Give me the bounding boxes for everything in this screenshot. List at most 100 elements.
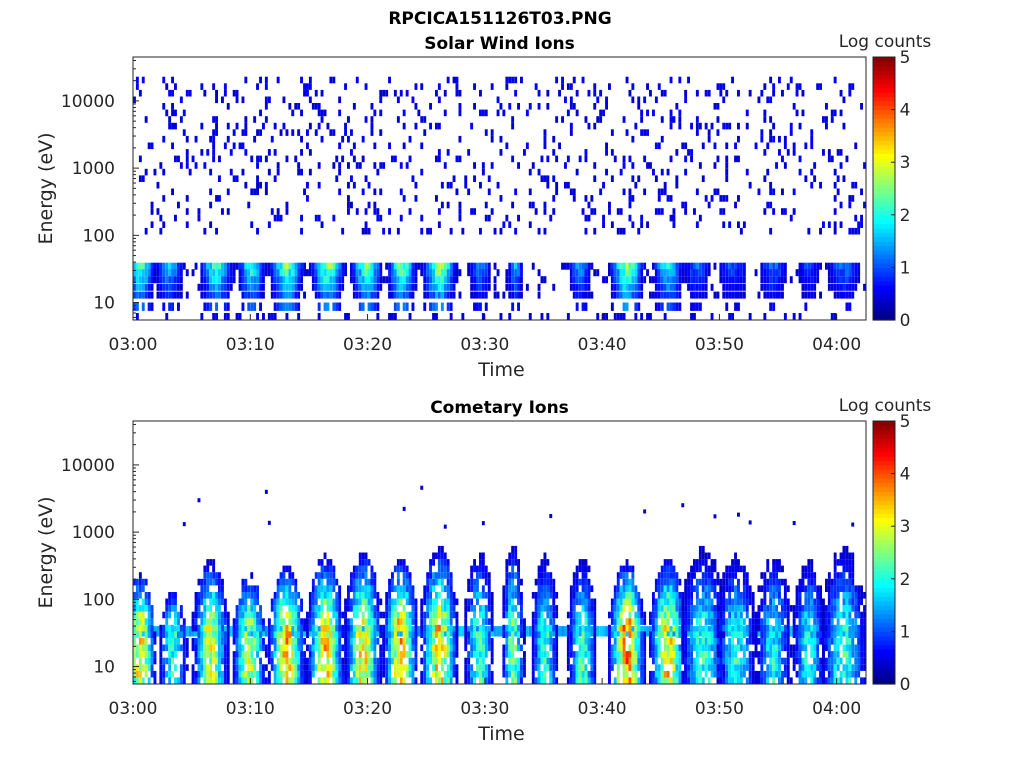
- data-cell: [408, 651, 412, 658]
- data-cell: [569, 269, 573, 277]
- data-cell: [798, 155, 802, 163]
- data-cell: [481, 664, 485, 671]
- data-cell: [297, 276, 301, 284]
- data-cell: [613, 605, 617, 612]
- data-cell: [854, 283, 858, 291]
- data-cell: [640, 598, 644, 606]
- data-cell: [775, 262, 778, 270]
- data-cell: [388, 644, 391, 652]
- data-cell: [701, 677, 705, 684]
- data-cell: [238, 262, 242, 270]
- data-cell: [232, 624, 236, 632]
- data-cell: [159, 644, 163, 652]
- data-cell: [652, 598, 655, 606]
- data-cell: [440, 572, 444, 579]
- data-cell: [549, 618, 553, 625]
- data-cell: [628, 611, 632, 619]
- data-cell: [347, 638, 350, 645]
- data-cell: [200, 291, 204, 299]
- data-cell: [602, 109, 605, 117]
- data-cell: [171, 276, 174, 284]
- data-cell: [731, 565, 734, 573]
- data-cell: [725, 565, 729, 573]
- data-cell: [464, 618, 468, 625]
- data-cell: [725, 670, 729, 678]
- data-cell: [379, 598, 383, 606]
- colorbar-segment: [873, 175, 895, 181]
- data-cell: [379, 129, 383, 136]
- data-cell: [631, 578, 635, 586]
- data-cell: [652, 605, 655, 612]
- data-cell: [259, 631, 262, 638]
- data-cell: [250, 585, 254, 592]
- data-cell: [408, 598, 412, 606]
- data-cell: [734, 142, 737, 150]
- data-cell: [649, 162, 652, 169]
- data-cell: [408, 155, 412, 163]
- data-cell: [619, 572, 623, 579]
- data-cell: [728, 291, 732, 299]
- data-cell: [452, 276, 456, 284]
- data-cell: [511, 155, 515, 163]
- data-cell: [455, 598, 459, 606]
- data-cell: [332, 644, 336, 652]
- data-cell: [355, 664, 359, 671]
- data-cell: [675, 657, 679, 665]
- data-cell: [663, 624, 667, 632]
- data-cell: [452, 644, 456, 652]
- data-cell: [179, 283, 183, 291]
- data-cell: [693, 302, 696, 311]
- data-cell: [640, 221, 644, 228]
- data-cell: [763, 262, 767, 270]
- data-cell: [833, 181, 837, 189]
- data-cell: [734, 598, 737, 606]
- data-cell: [625, 578, 629, 586]
- data-cell: [719, 578, 723, 586]
- data-cell: [599, 116, 603, 123]
- data-cell: [159, 638, 163, 645]
- data-cell: [174, 283, 177, 291]
- data-cell: [218, 276, 221, 284]
- data-cell: [634, 638, 638, 645]
- data-cell: [731, 605, 734, 612]
- data-cell: [763, 116, 767, 123]
- data-cell: [508, 552, 512, 560]
- data-cell: [687, 670, 690, 678]
- data-cell: [209, 592, 213, 599]
- data-cell: [531, 624, 535, 632]
- data-cell: [276, 262, 280, 270]
- data-cell: [481, 585, 485, 592]
- data-cell: [437, 611, 441, 619]
- data-cell: [247, 605, 251, 612]
- data-cell: [273, 302, 277, 311]
- data-cell: [405, 618, 409, 625]
- data-cell: [725, 269, 729, 277]
- data-cell: [681, 611, 685, 619]
- data-cell: [537, 657, 541, 665]
- data-cell: [739, 262, 743, 270]
- data-cell: [250, 592, 254, 599]
- data-cell: [719, 631, 723, 638]
- data-cell: [437, 221, 441, 228]
- data-cell: [775, 283, 778, 291]
- data-cell: [610, 611, 614, 619]
- data-cell: [734, 572, 737, 579]
- data-cell: [341, 262, 345, 270]
- data-cell: [259, 618, 262, 625]
- data-cell: [264, 181, 268, 189]
- data-cell: [150, 657, 154, 665]
- data-cell: [640, 269, 644, 277]
- data-cell: [569, 677, 573, 684]
- data-cell: [687, 269, 690, 277]
- data-cell: [514, 188, 518, 196]
- data-cell: [326, 565, 330, 573]
- data-cell: [698, 283, 702, 291]
- data-cell: [637, 651, 641, 658]
- data-cell: [388, 291, 391, 299]
- data-cell: [314, 572, 318, 579]
- data-cell: [695, 291, 699, 299]
- data-cell: [631, 269, 635, 277]
- data-cell: [323, 624, 327, 632]
- data-cell: [449, 670, 453, 678]
- data-cell: [440, 262, 444, 270]
